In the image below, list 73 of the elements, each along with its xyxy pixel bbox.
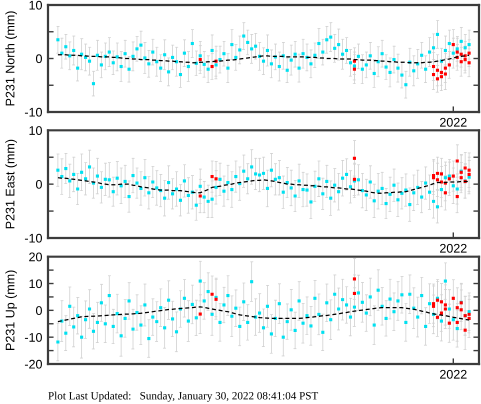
y-tick-label: 20	[29, 252, 42, 262]
point	[456, 194, 459, 198]
point	[436, 172, 440, 175]
y-tick-label: 0	[36, 54, 42, 64]
x-tick-label: 2022	[440, 118, 467, 127]
y-axis-title: P231 Up (mm)	[5, 270, 17, 350]
point	[456, 320, 459, 324]
point	[198, 312, 202, 316]
point	[456, 159, 459, 163]
point	[460, 60, 463, 64]
point	[460, 308, 463, 312]
point	[210, 292, 214, 296]
point	[444, 191, 447, 194]
point	[444, 307, 447, 311]
point	[432, 174, 436, 178]
y-tick-label: 0	[36, 306, 42, 315]
point	[468, 61, 471, 64]
point	[198, 58, 202, 62]
point	[352, 68, 356, 71]
point	[468, 52, 471, 55]
point	[198, 194, 202, 198]
point	[440, 300, 443, 304]
line-series	[57, 306, 470, 322]
point	[432, 64, 436, 68]
point	[464, 328, 467, 332]
point	[352, 277, 356, 281]
point	[468, 168, 471, 172]
point	[468, 172, 471, 176]
y-tick-label: 10	[29, 279, 42, 288]
point	[464, 58, 467, 62]
point	[210, 64, 214, 68]
y-tick-label: -10	[24, 108, 42, 117]
point	[352, 156, 356, 160]
point	[432, 302, 436, 306]
point	[452, 43, 455, 46]
point	[444, 303, 447, 307]
x-tick-label: 2022	[440, 244, 467, 253]
point	[464, 166, 467, 170]
point	[432, 72, 436, 76]
point	[440, 75, 443, 78]
point	[436, 178, 440, 182]
point	[432, 304, 436, 308]
point	[352, 292, 356, 296]
point	[448, 177, 451, 180]
y-tick-label: 10	[29, 0, 42, 10]
y-axis-title: P231 North (mm)	[5, 11, 17, 106]
point	[456, 306, 459, 310]
point	[456, 50, 459, 54]
y-tick-label: 10	[29, 126, 42, 135]
point	[448, 322, 451, 325]
point	[436, 68, 440, 72]
point	[210, 175, 214, 178]
y-tick-label: -10	[24, 234, 42, 243]
point	[440, 172, 443, 176]
point	[436, 316, 440, 319]
y-tick-label: 0	[36, 180, 42, 189]
point	[440, 70, 443, 74]
point	[444, 72, 447, 76]
point	[460, 52, 463, 56]
y-tick-label: -20	[24, 360, 42, 369]
y-axis-title: P231 East (mm)	[5, 140, 17, 228]
point	[452, 296, 455, 300]
text: Plot Last Updated: Sunday, January 30, 2022 08:41:04 PST	[48, 392, 318, 402]
x-tick-label: 2022	[440, 370, 467, 379]
y-tick-label: -10	[24, 332, 42, 342]
point	[436, 77, 440, 80]
point	[452, 174, 455, 178]
point	[444, 66, 447, 70]
point	[440, 311, 443, 315]
point	[460, 176, 463, 180]
point	[214, 177, 218, 180]
point	[468, 312, 471, 316]
point	[448, 63, 451, 66]
